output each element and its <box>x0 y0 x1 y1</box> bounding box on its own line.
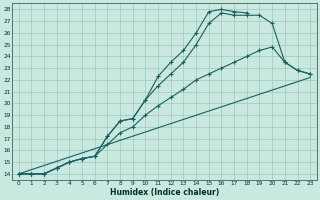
X-axis label: Humidex (Indice chaleur): Humidex (Indice chaleur) <box>110 188 219 197</box>
